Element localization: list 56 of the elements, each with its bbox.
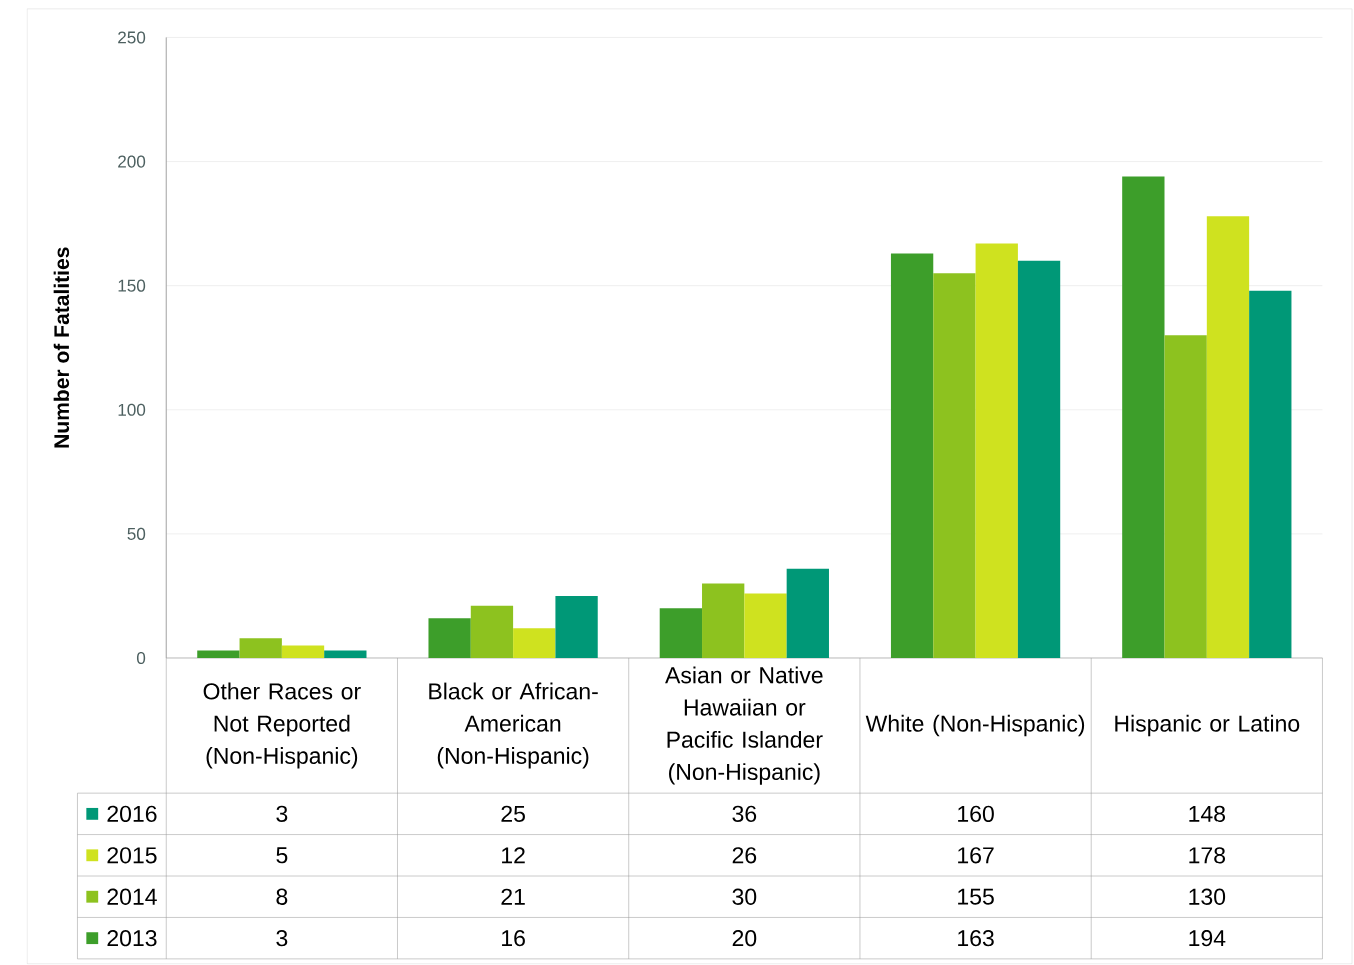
bar (1122, 176, 1165, 659)
data-label: 148 (1189, 805, 1226, 823)
y-tick-label: 50 (127, 527, 146, 541)
x-tick-label: Black or African-American (Non-Hispanic) (429, 682, 598, 769)
bar (744, 593, 787, 659)
bar (470, 605, 514, 659)
x-tick-label: Hispanic or Latino (1115, 714, 1300, 737)
data-label: 178 (1189, 847, 1226, 864)
bar (659, 608, 703, 659)
data-label: 30 (732, 888, 757, 905)
data-label: 3 (276, 805, 288, 823)
legend-label: 2016 (107, 805, 157, 823)
legend-label: 2013 (107, 930, 157, 947)
data-label: 160 (958, 805, 994, 823)
x-tick-label: Asian or Native Hawaiian or Pacific Islander (Non-Hispanic) (665, 666, 823, 785)
data-label: 16 (502, 930, 525, 947)
data-label: 26 (732, 847, 757, 864)
bar (933, 273, 976, 659)
data-label: 163 (958, 930, 994, 947)
data-label: 36 (732, 805, 757, 823)
bar (239, 638, 282, 659)
bar (1249, 290, 1292, 659)
y-tick-label: 250 (118, 31, 146, 44)
data-label: 8 (276, 888, 288, 905)
y-axis-title: Number of Fatalities (53, 247, 70, 448)
bar (890, 253, 934, 659)
bar (1017, 260, 1061, 659)
data-label: 167 (958, 847, 994, 864)
bar (702, 583, 745, 659)
y-tick-label: 150 (118, 279, 146, 292)
data-label: 20 (732, 930, 757, 947)
bar (513, 628, 556, 659)
legend-label: 2014 (107, 888, 157, 905)
y-tick-label: 100 (118, 403, 146, 416)
data-label: 25 (501, 805, 525, 823)
x-tick-label: Other Races or Not Reported (Non-Hispanic) (203, 682, 361, 769)
x-tick-label: White (Non-Hispanic) (865, 714, 1085, 737)
bar (281, 645, 325, 659)
bar (324, 650, 367, 659)
bar (786, 568, 829, 659)
data-label: 21 (501, 888, 525, 905)
legend-label: 2015 (107, 847, 157, 864)
bar (1206, 216, 1250, 659)
data-label: 155 (958, 888, 994, 905)
data-label: 194 (1189, 930, 1226, 947)
bar (975, 243, 1018, 659)
y-tick-label: 0 (136, 652, 146, 665)
bar (555, 596, 598, 659)
data-label: 5 (276, 847, 288, 864)
data-label: 130 (1189, 888, 1226, 905)
bar (1164, 335, 1207, 659)
data-label: 3 (276, 930, 288, 947)
bar (428, 618, 471, 659)
bar (197, 650, 240, 659)
y-tick-label: 200 (118, 155, 146, 168)
data-label: 12 (502, 847, 525, 864)
